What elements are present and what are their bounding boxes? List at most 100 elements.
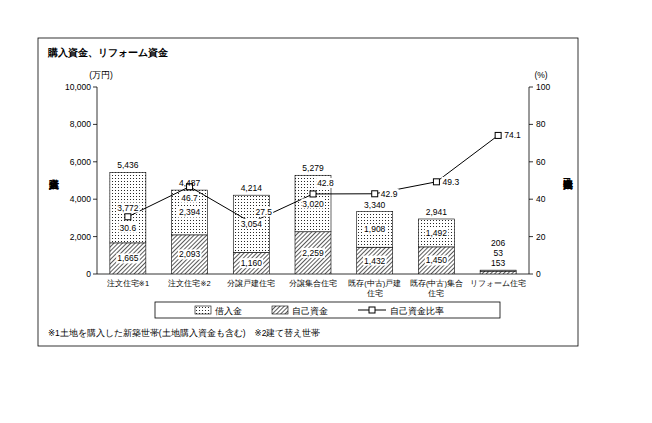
line-label: 74.1	[504, 130, 521, 140]
line-marker	[495, 132, 501, 138]
bar-segment	[418, 219, 454, 247]
label-bg	[301, 199, 325, 209]
y2-unit: (%)	[534, 70, 547, 80]
y2-tick-label: 80	[536, 119, 546, 129]
y-tick	[93, 274, 97, 275]
bar-segment	[418, 247, 454, 274]
label-bg	[380, 189, 399, 199]
y-tick	[93, 236, 97, 237]
data-label: 3,054	[241, 219, 263, 229]
label-bg	[425, 228, 449, 238]
y-tick-label: 4,000	[70, 194, 92, 204]
y2-tick	[529, 124, 533, 125]
y-tick-label: 10,000	[65, 82, 91, 92]
bar-segment	[233, 195, 269, 252]
y-tick	[93, 124, 97, 125]
y2-tick-label: 40	[536, 194, 546, 204]
y2-tick-label: 20	[536, 232, 546, 242]
y-tick-label: 2,000	[70, 232, 92, 242]
y2-label: 自己資金比率	[562, 178, 574, 191]
line-label: 30.6	[120, 223, 137, 233]
y2-tick-label: 0	[536, 269, 541, 279]
y2-tick	[529, 236, 533, 237]
data-label: 1,492	[426, 228, 448, 238]
bar-segment	[357, 212, 393, 248]
legend-label: 自己資金	[292, 306, 328, 316]
bar-segment	[110, 172, 146, 243]
total-label: 206	[491, 238, 505, 248]
x-tick-label: 注文住宅※1	[107, 279, 149, 288]
label-bg	[442, 177, 461, 187]
legend-label: 借入金	[215, 306, 242, 316]
data-label: 53	[493, 248, 503, 258]
x-tick-line: 既存(中古)戸建	[348, 279, 401, 288]
data-label: 1,160	[241, 258, 263, 268]
label-bg	[180, 193, 199, 203]
line-marker	[433, 179, 439, 185]
bar-segment	[110, 243, 146, 274]
x-tick-label: 注文住宅※2	[168, 279, 210, 288]
legend-box	[155, 302, 500, 318]
label-bg	[316, 178, 335, 188]
legend-label: 自己資金比率	[390, 306, 444, 316]
y2-axis	[529, 87, 530, 274]
y2-tick-label: 100	[536, 82, 550, 92]
y-tick-label: 6,000	[70, 157, 92, 167]
bar-segment	[172, 235, 208, 274]
line-label: 42.9	[381, 189, 398, 199]
data-label: 153	[491, 258, 505, 268]
legend: 借入金 自己資金 自己資金比率	[155, 302, 500, 318]
label-bg	[425, 255, 449, 265]
line-label: 27.5	[255, 207, 272, 217]
bar-segment	[295, 232, 331, 274]
x-tick-label: 分譲戸建住宅	[227, 279, 275, 288]
legend-swatch	[195, 306, 211, 314]
x-tick-line: 住宅	[428, 289, 444, 298]
total-label: 3,340	[364, 200, 386, 210]
x-tick-label: 分譲集合住宅	[289, 279, 337, 288]
data-label: 2,394	[179, 207, 201, 217]
data-label: 3,020	[302, 199, 324, 209]
data-label: 1,908	[364, 224, 386, 234]
line-label: 49.3	[443, 177, 460, 187]
label-bg	[178, 207, 202, 217]
bar-segment	[480, 270, 516, 272]
data-label: 1,665	[117, 253, 139, 263]
bar-segment	[233, 252, 269, 274]
y-unit: (万円)	[89, 70, 113, 80]
x-tick-line: 既存(中古)集合	[410, 279, 463, 288]
legend-swatch	[272, 306, 288, 314]
chart: 購入資金、リフォーム資金02,0004,0006,0008,00010,0000…	[0, 0, 652, 423]
label-bg	[503, 130, 522, 140]
data-label: 1,450	[426, 255, 448, 265]
y2-tick	[529, 87, 533, 88]
y-axis	[97, 87, 98, 274]
line	[128, 135, 498, 222]
note: ※1土地を購入した新築世帯(土地購入資金も含む) ※2建て替え世帯	[48, 328, 320, 338]
marks	[110, 132, 516, 274]
total-label: 5,436	[117, 160, 139, 170]
bar-segment	[357, 247, 393, 274]
legend-marker	[369, 307, 375, 313]
total-label: 5,279	[302, 163, 324, 173]
line-label: 42.8	[317, 178, 334, 188]
y-label: 購入資金	[48, 179, 60, 191]
label-bg	[178, 249, 202, 259]
line-marker	[310, 191, 316, 197]
line-label: 46.7	[181, 193, 198, 203]
y2-tick	[529, 274, 533, 275]
data-label: 2,093	[179, 249, 201, 259]
y2-tick-label: 60	[536, 157, 546, 167]
x-tick-label: 既存(中古)集合住宅	[410, 279, 463, 298]
x-tick-line: 住宅	[367, 289, 383, 298]
label-bg	[363, 256, 387, 266]
labels: 1,6653,7725,4362,0932,3944,4871,1603,054…	[116, 130, 522, 268]
total-label: 4,214	[241, 183, 263, 193]
y-tick-label: 0	[86, 269, 91, 279]
y-tick-label: 8,000	[70, 119, 92, 129]
y-tick	[93, 199, 97, 200]
label-bg	[240, 219, 264, 229]
bar-segment	[480, 271, 516, 274]
data-label: 3,772	[117, 203, 139, 213]
data-label: 1,432	[364, 256, 386, 266]
